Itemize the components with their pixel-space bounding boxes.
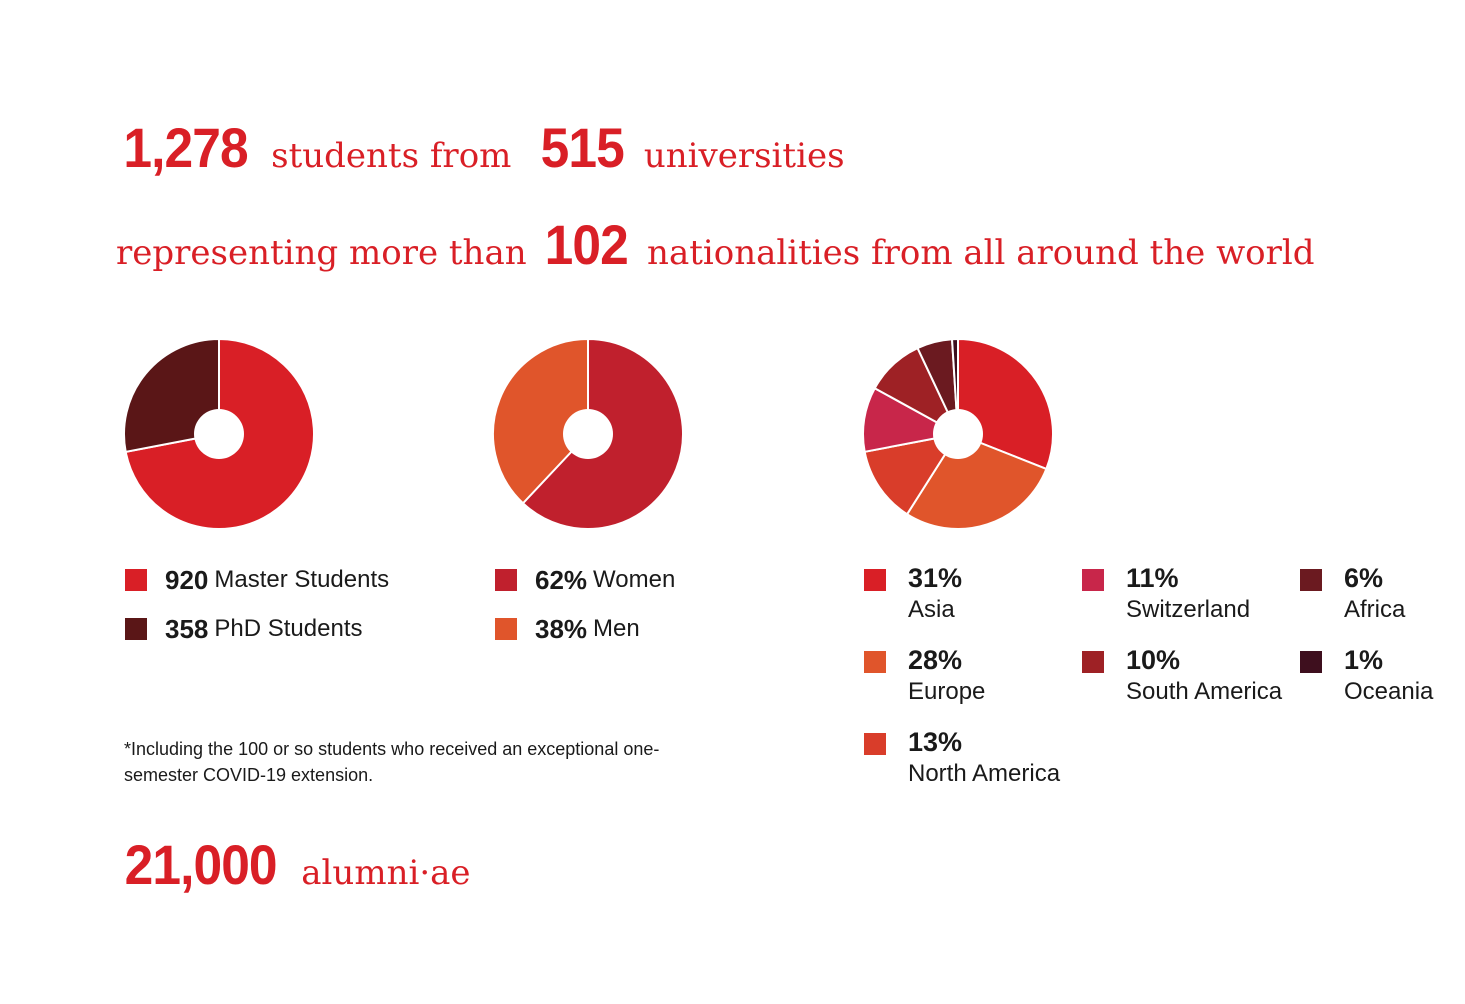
universities-text: universities (643, 136, 845, 176)
legend-swatch (1082, 651, 1104, 673)
legend-item-master: 920 Master Students (125, 565, 389, 595)
legend-value: 6% (1344, 563, 1384, 593)
alumni-count: 21,000 (124, 833, 278, 896)
legend-swatch (495, 569, 517, 591)
legend-swatch (1300, 569, 1322, 591)
gender-slice-men (492, 338, 589, 505)
legend-swatch (864, 569, 886, 591)
alumni-text: alumni·ae (301, 853, 471, 893)
legend-value: 62% (535, 564, 588, 595)
nationalities-text: nationalities from all around the world (647, 233, 1315, 273)
legend-swatch (125, 569, 147, 591)
legend-label: PhD Students (214, 615, 363, 642)
students-pie-chart (123, 338, 315, 530)
legend-value: 28% (908, 645, 963, 675)
legend-value: 358 (165, 613, 209, 644)
gender-pie-chart (492, 338, 684, 530)
region-slice-north-america (863, 433, 959, 516)
students-legend: 920 Master Students 358 PhD Students (125, 565, 445, 655)
legend-label: Men (593, 615, 640, 642)
region-slice-europe (906, 433, 1048, 530)
legend-item-women: 62% Women (495, 565, 675, 595)
legend-label: Asia (908, 596, 955, 623)
legend-swatch (864, 733, 886, 755)
legend-swatch (864, 651, 886, 673)
legend-label: North America (908, 760, 1061, 787)
regions-pie-chart (862, 338, 1054, 530)
legend-label: Africa (1344, 596, 1406, 623)
legend-item-phd: 358 PhD Students (125, 614, 362, 644)
legend-value: 920 (165, 564, 209, 595)
legend-swatch (495, 618, 517, 640)
legend-swatch (1300, 651, 1322, 673)
legend-label: Switzerland (1126, 596, 1251, 623)
legend-label: Master Students (214, 566, 390, 593)
headline-alumni: 21,000 alumni·ae (118, 832, 471, 897)
legend-swatch (1082, 569, 1104, 591)
legend-value: 10% (1126, 645, 1181, 675)
legend-value: 13% (908, 727, 963, 757)
headline-nationalities: representing more than 102 nationalities… (116, 212, 1315, 277)
universities-count: 515 (541, 116, 625, 179)
headline-students: 1,278 students from 515 universities (118, 115, 845, 180)
legend-label: Europe (908, 678, 986, 705)
legend-swatch (125, 618, 147, 640)
students-slice-phd-students (123, 338, 220, 453)
donut-hole (563, 409, 613, 459)
legend-item-men: 38% Men (495, 614, 640, 644)
donut-hole (194, 409, 244, 459)
legend-label: South America (1126, 678, 1283, 705)
nationalities-count: 102 (544, 213, 628, 276)
students-text: students from (271, 136, 512, 176)
representing-text: representing more than (116, 233, 527, 273)
legend-value: 1% (1344, 645, 1384, 675)
legend-value: 11% (1126, 563, 1179, 593)
students-count: 1,278 (123, 116, 248, 179)
donut-hole (933, 409, 983, 459)
legend-value: 31% (908, 563, 963, 593)
gender-legend: 62% Women 38% Men (495, 565, 755, 655)
legend-value: 38% (535, 613, 588, 644)
legend-label: Oceania (1344, 678, 1434, 705)
footnote: *Including the 100 or so students who re… (124, 739, 660, 785)
legend-label: Women (593, 566, 676, 593)
